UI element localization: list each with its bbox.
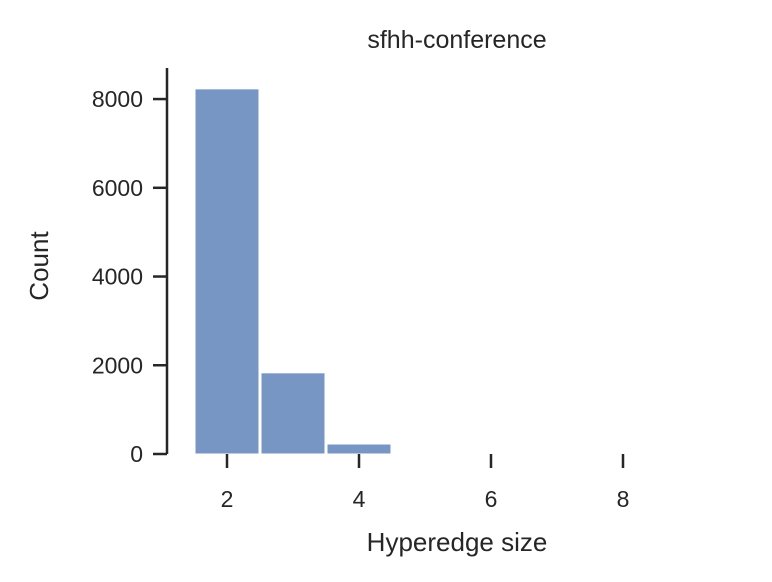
y-tick-label: 4000 [92, 264, 143, 290]
y-ticks-group: 0 2000 4000 6000 8000 [92, 86, 167, 467]
x-tick-label: 2 [221, 486, 234, 512]
bar-size-3 [260, 372, 326, 455]
x-tick-label: 4 [353, 486, 366, 512]
bars-group [194, 88, 458, 455]
x-ticks-group: 2 4 6 8 [221, 454, 630, 512]
bar-size-5 [392, 452, 458, 455]
x-tick-label: 8 [617, 486, 630, 512]
bar-size-2 [194, 88, 260, 455]
y-tick-label: 6000 [92, 175, 143, 201]
chart-title: sfhh-conference [367, 26, 546, 54]
y-tick-label: 0 [130, 441, 143, 467]
y-tick-label: 2000 [92, 352, 143, 378]
x-tick-label: 6 [485, 486, 498, 512]
bar-size-4 [326, 443, 392, 455]
x-axis-label: Hyperedge size [367, 527, 548, 557]
y-tick-label: 8000 [92, 86, 143, 112]
y-axis-label: Count [24, 231, 54, 301]
